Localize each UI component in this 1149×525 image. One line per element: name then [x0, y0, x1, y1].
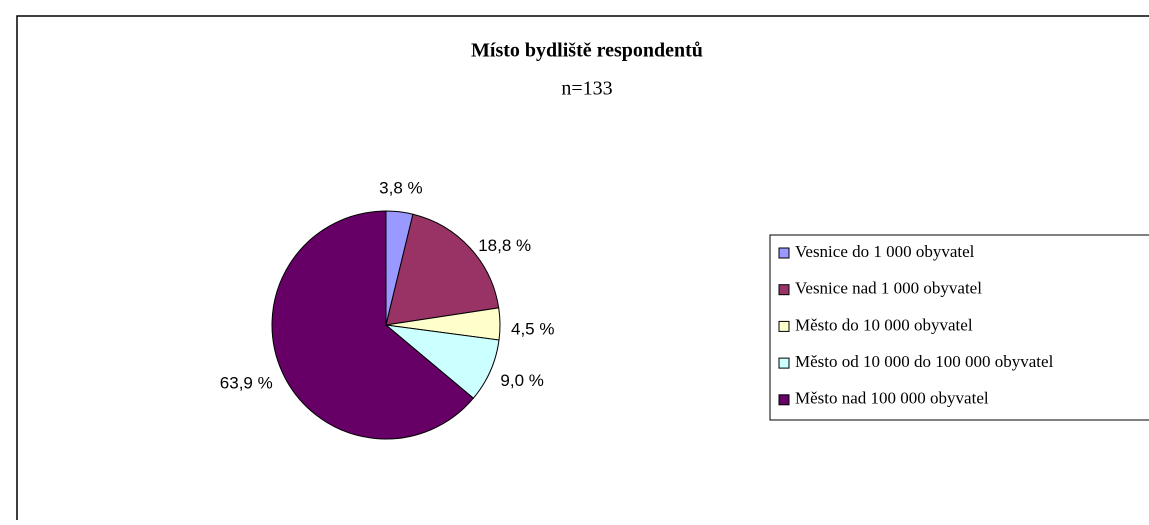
legend-label: Město do 10 000 obyvatel	[795, 315, 973, 334]
chart-subtitle: n=133	[561, 78, 612, 100]
pie-slice	[385, 213, 500, 326]
data-label: 4,5 %	[511, 319, 554, 338]
legend-label: Město od 10 000 do 100 000 obyvatel	[795, 352, 1054, 371]
legend-box	[769, 234, 1149, 421]
data-label: 63,9 %	[220, 373, 273, 392]
legend-swatch	[778, 394, 790, 406]
legend-label: Vesnice do 1 000 obyvatel	[795, 242, 975, 261]
pie-slice	[271, 210, 475, 440]
legend-swatch	[778, 284, 790, 296]
data-label: 9,0 %	[500, 371, 543, 390]
chart-title: Místo bydliště respondentů	[471, 40, 703, 62]
data-label: 3,8 %	[379, 178, 422, 197]
legend-swatch	[778, 320, 790, 332]
legend-swatch	[778, 357, 790, 369]
legend-swatch	[778, 247, 790, 259]
legend-label: Město nad 100 000 obyvatel	[795, 389, 989, 408]
data-label: 18,8 %	[478, 236, 531, 255]
legend-label: Vesnice nad 1 000 obyvatel	[795, 279, 982, 298]
